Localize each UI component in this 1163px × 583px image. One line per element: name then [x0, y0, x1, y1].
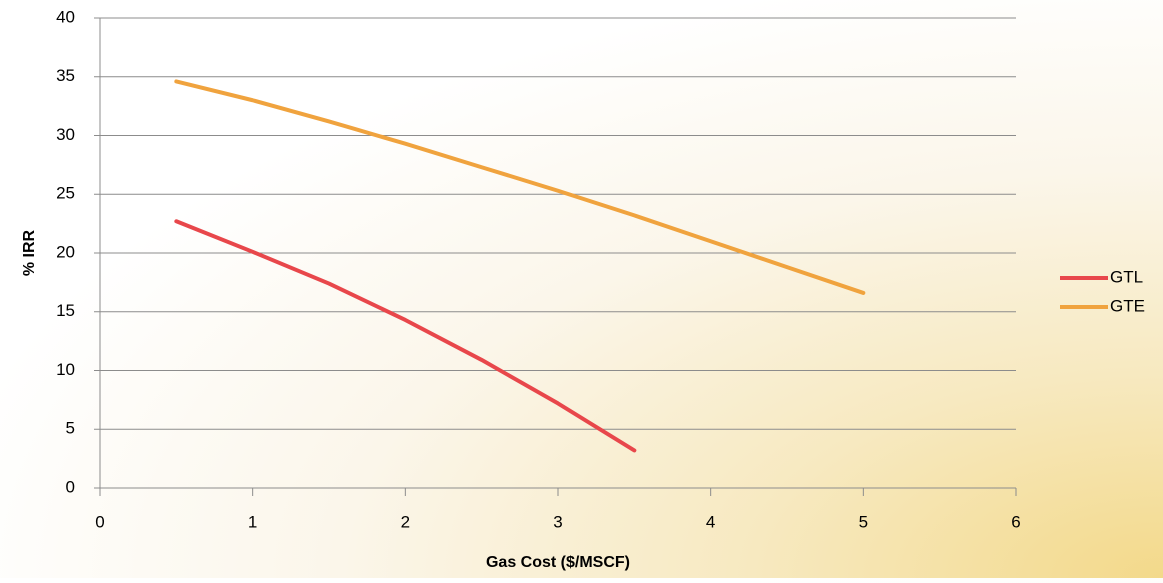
y-tick-label: 30	[56, 125, 75, 144]
x-tick-label: 0	[95, 512, 104, 531]
y-tick-label: 5	[66, 419, 75, 438]
y-tick-label: 0	[66, 477, 75, 496]
series-line	[176, 221, 634, 450]
x-axis-title: Gas Cost ($/MSCF)	[486, 554, 630, 571]
x-tick-label: 5	[859, 512, 868, 531]
y-tick-label: 15	[56, 301, 75, 320]
legend-label: GTE	[1110, 296, 1145, 315]
y-tick-label: 40	[56, 7, 75, 26]
legend-label: GTL	[1110, 267, 1143, 286]
y-tick-label: 20	[56, 242, 75, 261]
chart: Gas Cost ($/MSCF) % IRR 0510152025303540…	[0, 0, 1163, 578]
x-tick-label: 3	[553, 512, 562, 531]
y-tick-label: 35	[56, 66, 75, 85]
y-tick-label: 25	[56, 184, 75, 203]
x-tick-label: 2	[401, 512, 410, 531]
y-axis-title: % IRR	[21, 229, 38, 276]
x-tick-label: 4	[706, 512, 715, 531]
y-tick-label: 10	[56, 360, 75, 379]
x-tick-label: 6	[1011, 512, 1020, 531]
x-tick-label: 1	[248, 512, 257, 531]
